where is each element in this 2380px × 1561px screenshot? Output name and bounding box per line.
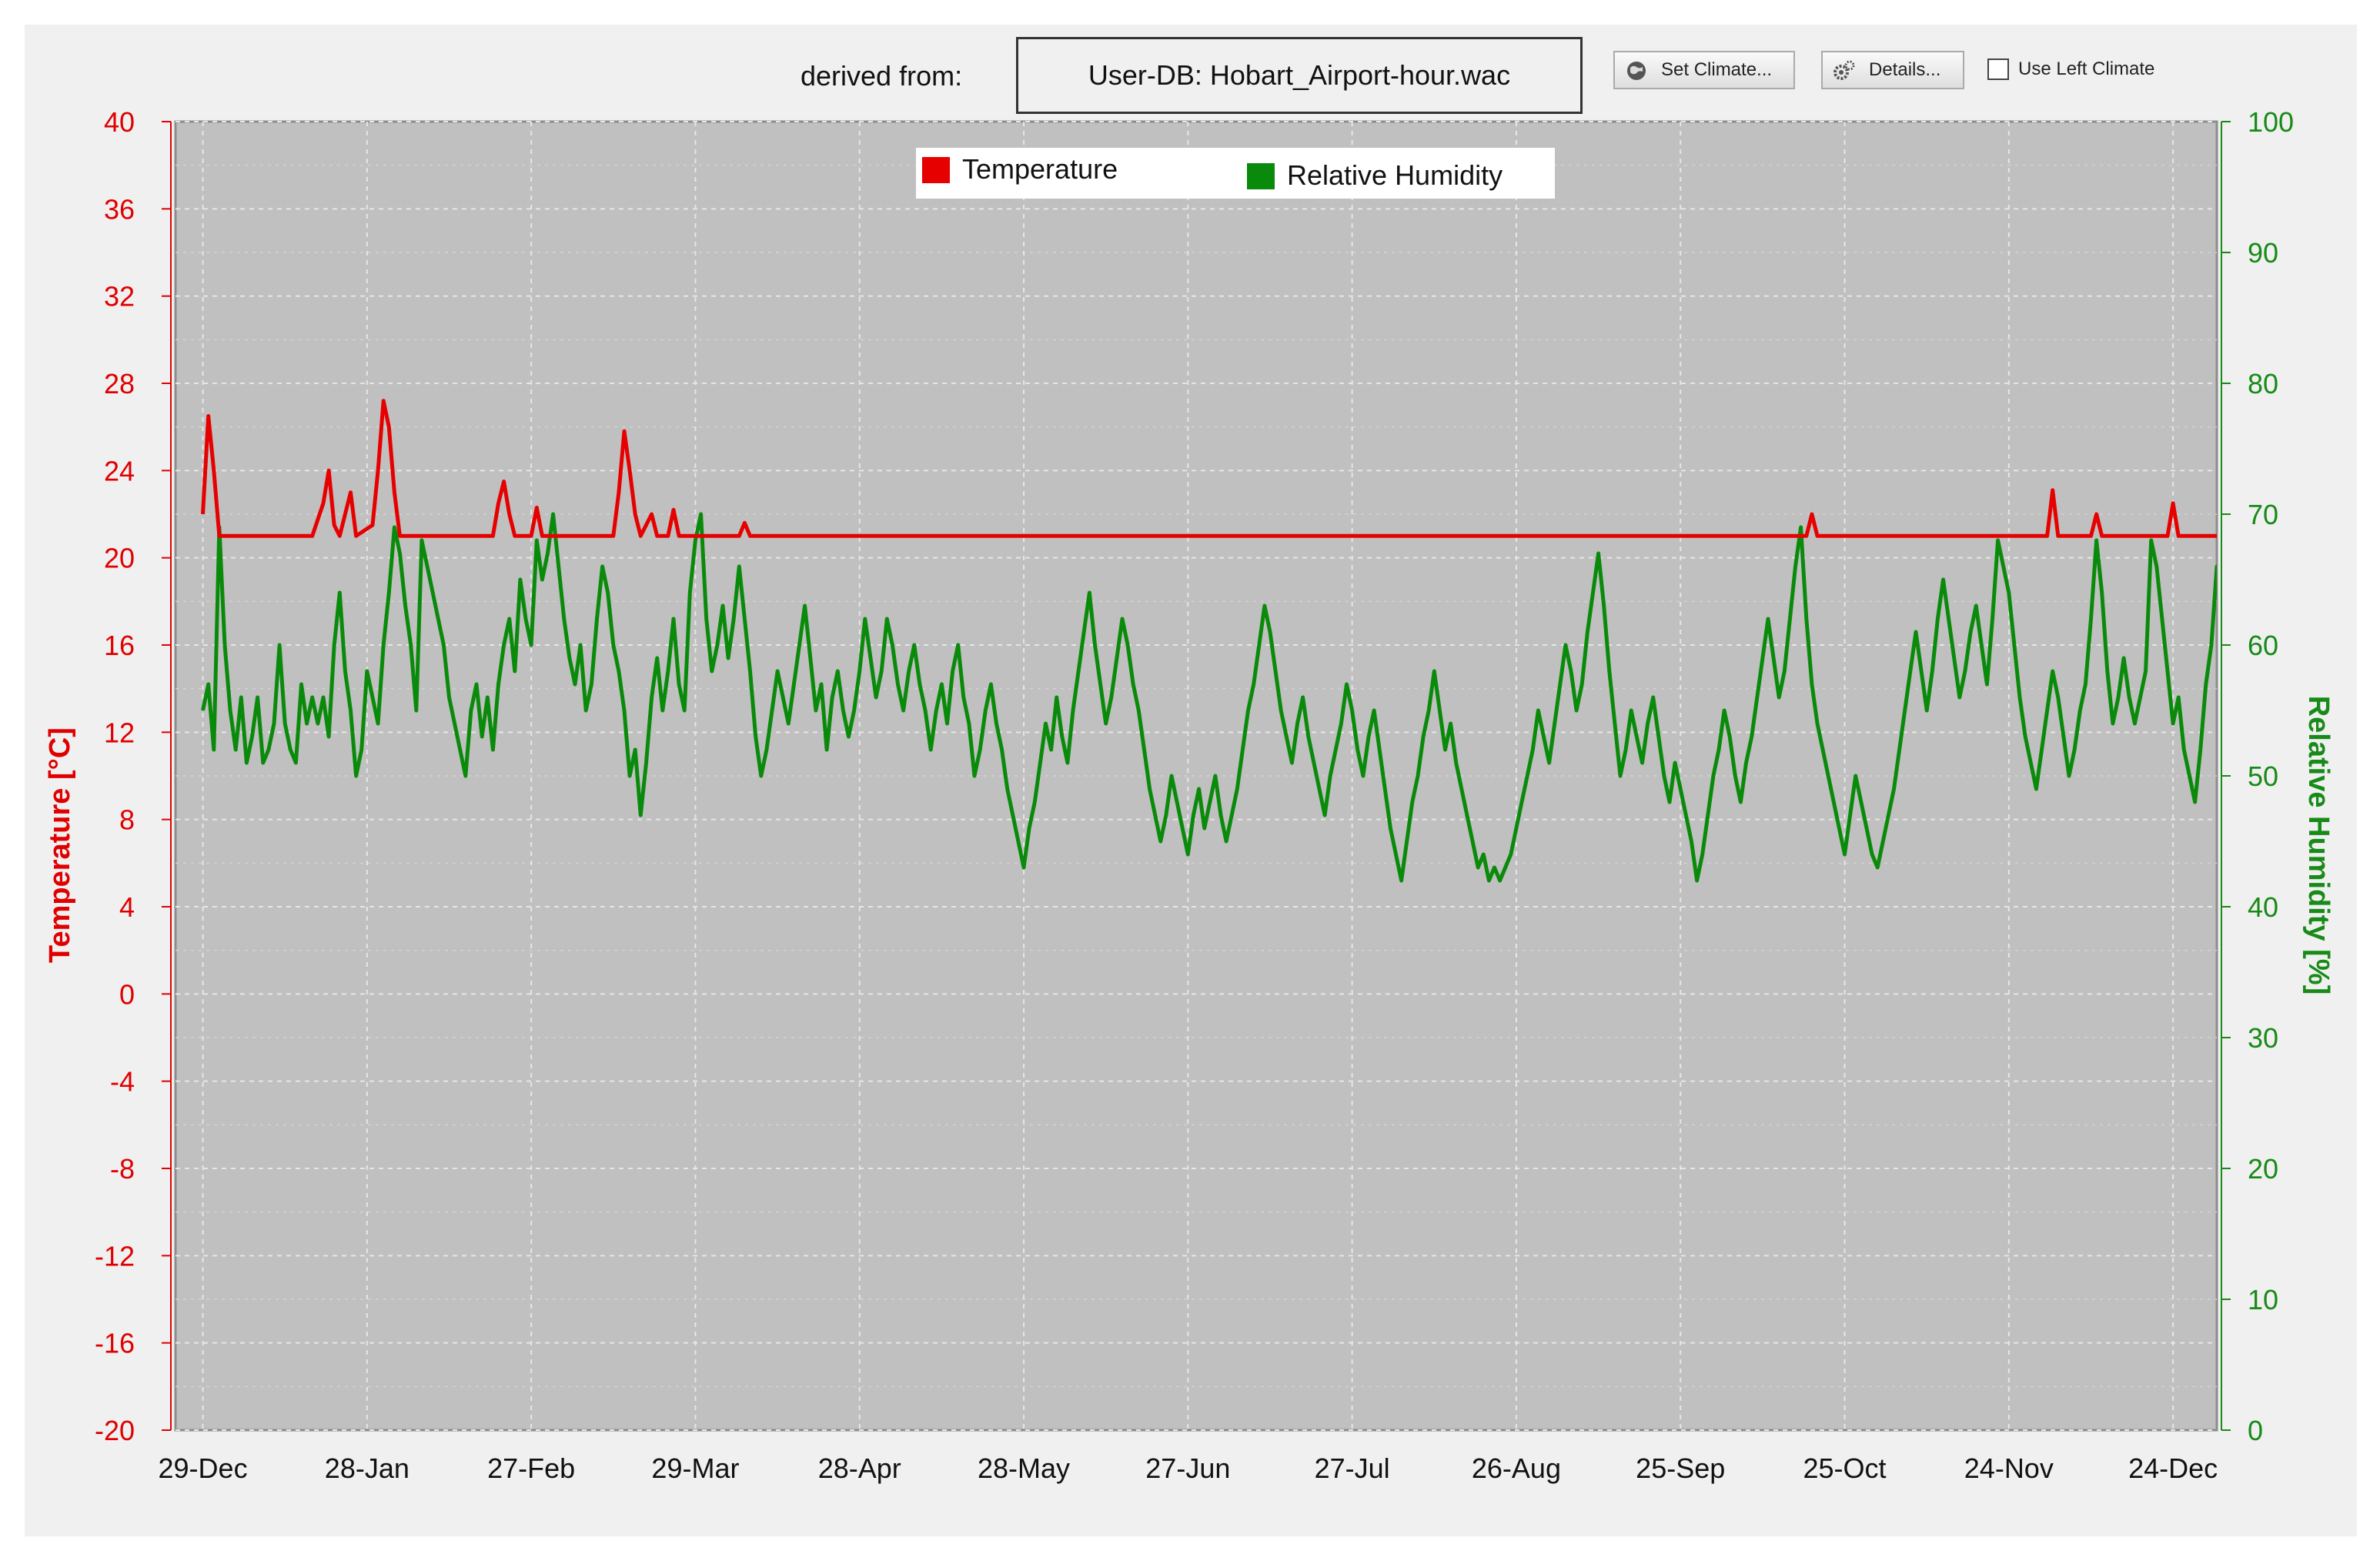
right-axis-tick-label: 60 xyxy=(2248,630,2278,661)
left-axis-tick-label: -12 xyxy=(95,1240,135,1272)
left-axis-tick-label: 12 xyxy=(104,717,135,748)
x-axis-tick-label: 26-Aug xyxy=(1472,1452,1561,1484)
legend-swatch-temperature xyxy=(922,157,950,183)
left-axis-tick-label: -20 xyxy=(95,1415,135,1446)
right-axis-tick-label: 50 xyxy=(2248,760,2278,792)
legend-swatch-humidity xyxy=(1247,163,1275,189)
set-climate-button-label: Set Climate... xyxy=(1661,59,1773,80)
left-axis-title: Temperature [°C] xyxy=(44,727,76,963)
plot-background xyxy=(174,120,2218,1432)
right-axis-tick-label: 70 xyxy=(2248,499,2278,530)
right-axis-tick-label: 80 xyxy=(2248,368,2278,399)
left-axis-tick-label: 28 xyxy=(104,368,135,399)
x-axis-tick-label: 29-Mar xyxy=(651,1452,739,1484)
x-axis-tick-label: 27-Jun xyxy=(1145,1452,1230,1484)
legend-label-humidity: Relative Humidity xyxy=(1287,159,1503,191)
x-axis-tick-label: 28-Apr xyxy=(818,1452,901,1484)
x-axis-tick-label: 24-Nov xyxy=(1964,1452,2054,1484)
temperature-line xyxy=(201,399,2217,538)
left-axis-tick-label: 40 xyxy=(104,106,135,138)
toolbar: derived from: User-DB: Hobart_Airport-ho… xyxy=(0,0,2380,115)
legend-box xyxy=(916,148,1555,199)
right-axis-tick-label: 0 xyxy=(2248,1415,2263,1446)
plot-area xyxy=(174,120,2218,1432)
x-axis-tick-label: 29-Dec xyxy=(159,1452,248,1484)
details-button-label: Details... xyxy=(1869,59,1941,80)
climate-source-field[interactable]: User-DB: Hobart_Airport-hour.wac xyxy=(1016,37,1583,114)
derived-from-label: derived from: xyxy=(801,60,963,92)
use-left-climate-checkbox[interactable] xyxy=(1987,58,2009,80)
x-axis-tick-label: 27-Jul xyxy=(1315,1452,1390,1484)
grid xyxy=(175,121,2217,1431)
axes: 4036322824201612840-4-8-12-16-20Temperat… xyxy=(44,106,2335,1484)
right-axis-tick-label: 20 xyxy=(2248,1153,2278,1185)
right-axis-title: Relative Humidity [%] xyxy=(2302,696,2335,995)
right-axis-tick-label: 30 xyxy=(2248,1022,2278,1054)
x-axis-tick-label: 24-Dec xyxy=(2128,1452,2218,1484)
right-axis-tick-label: 90 xyxy=(2248,237,2278,269)
details-button[interactable]: Details... xyxy=(1821,51,1964,89)
series xyxy=(201,399,2217,883)
x-axis-tick-label: 25-Oct xyxy=(1803,1452,1887,1484)
right-axis-tick-label: 100 xyxy=(2248,106,2294,138)
relative-humidity-line xyxy=(201,512,2217,883)
x-axis-tick-label: 28-Jan xyxy=(325,1452,409,1484)
left-axis-tick-label: 24 xyxy=(104,455,135,486)
left-axis-tick-label: -4 xyxy=(110,1066,135,1098)
gears-icon xyxy=(1833,60,1855,80)
use-left-climate-label: Use Left Climate xyxy=(2018,58,2155,79)
left-axis-tick-label: -16 xyxy=(95,1328,135,1359)
left-axis-tick-label: 4 xyxy=(119,891,135,923)
left-axis-tick-label: 8 xyxy=(119,804,135,836)
set-climate-button[interactable]: Set Climate... xyxy=(1613,51,1795,89)
x-axis-tick-label: 28-May xyxy=(978,1452,1070,1484)
legend-label-temperature: Temperature xyxy=(962,153,1118,185)
x-axis-tick-label: 27-Feb xyxy=(487,1452,575,1484)
legend: Temperature Relative Humidity xyxy=(916,148,1555,199)
right-axis-tick-label: 10 xyxy=(2248,1284,2278,1315)
left-axis-tick-label: 20 xyxy=(104,543,135,574)
x-axis-tick-label: 25-Sep xyxy=(1636,1452,1725,1484)
right-axis-tick-label: 40 xyxy=(2248,891,2278,923)
left-axis-tick-label: 0 xyxy=(119,978,135,1010)
left-axis-tick-label: 16 xyxy=(104,630,135,661)
globe-icon xyxy=(1627,62,1646,80)
left-axis-tick-label: -8 xyxy=(110,1153,135,1185)
left-axis-tick-label: 36 xyxy=(104,193,135,225)
left-axis-tick-label: 32 xyxy=(104,281,135,313)
